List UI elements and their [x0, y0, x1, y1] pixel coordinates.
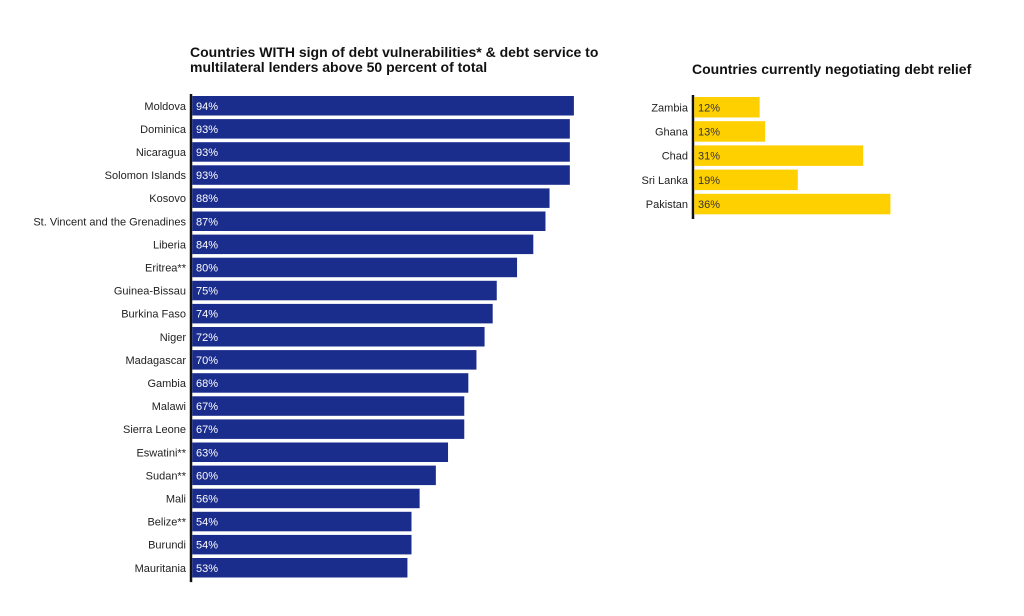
category-label: Eritrea** — [145, 262, 187, 274]
category-label: Mali — [166, 493, 186, 505]
category-label: Moldova — [144, 101, 186, 113]
data-label: 88% — [196, 193, 218, 205]
category-label: Ghana — [655, 126, 689, 138]
category-label: Burundi — [148, 540, 186, 552]
bar — [192, 442, 449, 462]
bar — [192, 234, 534, 255]
category-label: Chad — [662, 151, 688, 163]
data-label: 36% — [698, 199, 720, 211]
data-label: 68% — [196, 378, 218, 390]
bar — [192, 396, 465, 416]
category-label: Solomon Islands — [105, 170, 187, 182]
bar — [192, 119, 570, 139]
bar — [192, 142, 570, 162]
bar — [192, 488, 420, 509]
bar — [192, 350, 477, 370]
data-label: 72% — [196, 332, 218, 344]
bar — [192, 211, 546, 231]
bar — [192, 257, 518, 278]
data-label: 93% — [196, 124, 218, 136]
category-label: Sudan** — [146, 470, 187, 482]
bar — [192, 534, 412, 555]
category-label: Belize** — [147, 517, 186, 529]
category-label: Liberia — [153, 239, 187, 251]
data-label: 84% — [196, 239, 218, 251]
bar — [694, 169, 798, 191]
category-label: Zambia — [651, 102, 689, 114]
bar — [694, 97, 760, 118]
bar — [192, 327, 485, 347]
data-label: 93% — [196, 170, 218, 182]
data-label: 80% — [196, 262, 218, 274]
category-label: Dominica — [140, 124, 187, 136]
category-label: Sierra Leone — [123, 424, 186, 436]
data-label: 94% — [196, 101, 218, 113]
right-bar-chart: Zambia 12% Ghana 13% Chad 31% Sri Lanka 19% Paki… — [642, 95, 891, 219]
bar — [192, 373, 469, 393]
bar — [192, 165, 570, 185]
data-label: 54% — [196, 540, 218, 552]
bar — [694, 193, 891, 215]
category-label: Eswatini** — [136, 447, 186, 459]
category-label: Niger — [160, 332, 187, 344]
right-chart-title: Countries currently negotiating debt rel… — [692, 61, 972, 77]
data-label: 12% — [698, 102, 720, 114]
bar — [192, 558, 408, 578]
data-label: 56% — [196, 493, 218, 505]
data-label: 13% — [698, 126, 720, 138]
category-label: Kosovo — [149, 193, 186, 205]
data-label: 75% — [196, 286, 218, 298]
data-label: 87% — [196, 216, 218, 228]
category-label: Guinea-Bissau — [114, 286, 186, 298]
data-label: 63% — [196, 447, 218, 459]
category-label: St. Vincent and the Grenadines — [33, 216, 186, 228]
category-label: Gambia — [147, 378, 186, 390]
bar — [694, 121, 766, 142]
bar — [192, 303, 493, 324]
category-label: Pakistan — [646, 199, 688, 211]
bar — [192, 419, 465, 439]
data-label: 74% — [196, 309, 218, 321]
bar — [192, 188, 550, 208]
data-label: 54% — [196, 517, 218, 529]
bar — [694, 145, 864, 166]
category-label: Nicaragua — [136, 147, 187, 159]
category-label: Sri Lanka — [642, 175, 689, 187]
data-label: 93% — [196, 147, 218, 159]
data-label: 67% — [196, 401, 218, 413]
left-chart-title: Countries WITH sign of debt vulnerabilit… — [190, 44, 599, 75]
category-label: Mauritania — [135, 563, 187, 575]
bar — [192, 96, 574, 116]
data-label: 53% — [196, 563, 218, 575]
category-label: Madagascar — [125, 355, 186, 367]
category-label: Malawi — [152, 401, 186, 413]
bar — [192, 465, 436, 486]
left-bar-chart: Moldova 94% Dominica 93% Nicaragua 93% Solomon… — [33, 94, 574, 583]
data-label: 67% — [196, 424, 218, 436]
category-label: Burkina Faso — [121, 309, 186, 321]
bar — [192, 280, 497, 301]
data-label: 31% — [698, 151, 720, 163]
data-label: 19% — [698, 175, 720, 187]
data-label: 60% — [196, 470, 218, 482]
bar — [192, 511, 412, 532]
data-label: 70% — [196, 355, 218, 367]
